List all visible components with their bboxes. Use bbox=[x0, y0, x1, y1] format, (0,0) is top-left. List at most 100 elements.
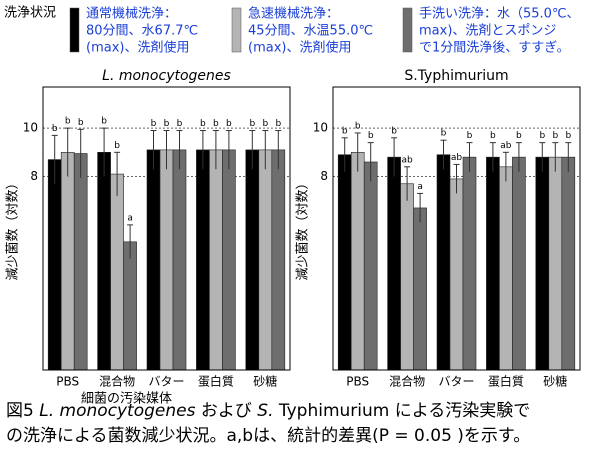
significance-letter: b bbox=[114, 141, 120, 151]
bar bbox=[60, 152, 75, 371]
legend-swatch bbox=[231, 7, 242, 53]
bar bbox=[548, 156, 563, 371]
bar bbox=[47, 159, 62, 371]
caption-part: L. monocytogenes bbox=[39, 401, 195, 421]
bar bbox=[337, 154, 352, 371]
significance-letter: a bbox=[417, 182, 423, 192]
x-tick-label: 砂糖 bbox=[253, 374, 277, 389]
bar bbox=[222, 149, 236, 371]
significance-letter: b bbox=[368, 131, 374, 141]
y-axis-label: 減少菌数（対数） bbox=[295, 176, 311, 280]
significance-letter: ab bbox=[451, 153, 463, 163]
plot-frame bbox=[332, 86, 581, 371]
significance-letter: b bbox=[565, 131, 571, 141]
significance-letter: b bbox=[490, 131, 496, 141]
significance-letter: b bbox=[552, 131, 558, 141]
significance-letter: b bbox=[78, 118, 84, 128]
bar bbox=[486, 156, 500, 371]
significance-letter: b bbox=[262, 119, 268, 129]
significance-letter: ab bbox=[401, 155, 413, 165]
x-tick-label: 混合物 bbox=[99, 374, 135, 389]
y-tick-label: 8 bbox=[320, 169, 328, 183]
bar bbox=[209, 149, 223, 371]
legend-title: 洗浄状況 bbox=[4, 6, 56, 21]
bar bbox=[245, 149, 260, 371]
significance-letter: b bbox=[342, 126, 348, 136]
bar bbox=[350, 152, 365, 371]
y-tick-label: 10 bbox=[313, 121, 328, 135]
bar bbox=[561, 156, 576, 371]
legend-swatch bbox=[69, 7, 80, 53]
caption-part: Typhimurium による汚染実験で bbox=[273, 401, 530, 421]
significance-letter: b bbox=[200, 119, 206, 129]
bar bbox=[449, 178, 464, 371]
caption-line: の洗浄による菌数減少状況。a,bは、統計的差異(P = 0.05 )を示す。 bbox=[6, 426, 530, 446]
legend-text: 急速機械洗浄： bbox=[248, 7, 339, 22]
x-tick-label: PBS bbox=[346, 375, 369, 389]
significance-letter: b bbox=[101, 117, 107, 127]
x-tick-label: PBS bbox=[56, 375, 79, 389]
bar bbox=[73, 153, 88, 371]
x-tick-label: 蛋白質 bbox=[198, 374, 234, 389]
significance-letter: b bbox=[213, 119, 219, 129]
bar bbox=[436, 154, 451, 371]
bar bbox=[400, 183, 414, 371]
significance-letter: b bbox=[65, 117, 71, 127]
legend-text: 手洗い洗浄：水（55.0℃、 bbox=[419, 7, 580, 22]
significance-letter: b bbox=[164, 119, 170, 129]
y-tick-label: 8 bbox=[30, 169, 38, 183]
bar bbox=[97, 152, 111, 371]
bar bbox=[271, 149, 286, 371]
legend-text: で1分間洗浄後、すすぎ。 bbox=[419, 41, 570, 56]
x-tick-label: バター bbox=[438, 375, 474, 389]
significance-letter: b bbox=[52, 124, 58, 134]
legend-text: max)、洗剤とスポンジ bbox=[419, 23, 556, 39]
bar bbox=[159, 149, 174, 371]
significance-letter: b bbox=[249, 119, 255, 129]
caption-part: S. bbox=[257, 401, 273, 421]
panel-title: S.Typhimurium bbox=[404, 68, 508, 84]
significance-letter: b bbox=[355, 121, 361, 131]
x-tick-label: バター bbox=[148, 375, 184, 389]
bar bbox=[146, 149, 161, 371]
x-tick-label: 砂糖 bbox=[543, 374, 567, 389]
significance-letter: b bbox=[275, 119, 281, 129]
legend-text: 80分間、水67.7℃ bbox=[86, 24, 198, 39]
caption-part: および bbox=[195, 401, 257, 421]
significance-letter: b bbox=[391, 126, 397, 136]
x-tick-label: 混合物 bbox=[389, 374, 425, 389]
bar bbox=[462, 156, 477, 371]
y-axis-label: 減少菌数（対数） bbox=[5, 176, 21, 280]
x-axis-label: 細菌の汚染媒体 bbox=[81, 392, 172, 407]
panel-title: L. monocytogenes bbox=[102, 68, 231, 84]
bar bbox=[363, 161, 378, 371]
bar bbox=[413, 207, 427, 371]
bar bbox=[387, 156, 401, 371]
legend-swatch bbox=[402, 7, 413, 53]
significance-letter: b bbox=[177, 119, 183, 129]
significance-letter: b bbox=[441, 129, 447, 139]
x-tick-label: 蛋白質 bbox=[488, 374, 524, 389]
legend-text: (max)、洗剤使用 bbox=[248, 40, 351, 56]
caption-part: 図5 bbox=[6, 401, 39, 421]
legend-text: (max)、洗剤使用 bbox=[86, 40, 189, 56]
bar bbox=[512, 156, 526, 371]
y-tick-label: 10 bbox=[23, 121, 38, 135]
significance-letter: ab bbox=[500, 141, 512, 151]
significance-letter: b bbox=[151, 119, 157, 129]
bar bbox=[499, 166, 513, 371]
legend-text: 45分間、水温55.0℃ bbox=[248, 24, 373, 39]
bar bbox=[196, 149, 210, 371]
bar bbox=[172, 149, 187, 371]
significance-letter: b bbox=[516, 131, 522, 141]
bar bbox=[110, 173, 124, 371]
bar bbox=[535, 156, 550, 371]
plot-frame bbox=[42, 86, 291, 371]
significance-letter: b bbox=[539, 131, 545, 141]
significance-letter: b bbox=[226, 119, 232, 129]
bar bbox=[123, 241, 137, 371]
legend-text: 通常機械洗浄： bbox=[86, 7, 177, 22]
caption-line: 図5 L. monocytogenes および S. Typhimurium に… bbox=[6, 401, 530, 421]
significance-letter: b bbox=[467, 131, 473, 141]
